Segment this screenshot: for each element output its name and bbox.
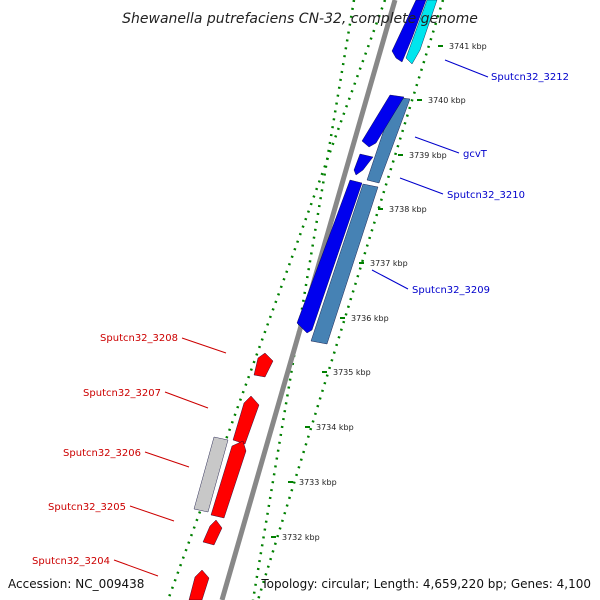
gene-leader-line	[414, 136, 460, 154]
map-title: Shewanella putrefaciens CN-32, complete …	[122, 11, 478, 27]
gene-leader-line	[399, 177, 444, 195]
kbp-tick-label: 3741 kbp	[449, 42, 487, 51]
blue-gene-shape[interactable]	[391, 0, 427, 63]
kbp-tick-label: 3736 kbp	[351, 314, 389, 323]
red-gene-shape[interactable]	[232, 395, 260, 445]
gene-label[interactable]: Sputcn32_3209	[412, 285, 490, 296]
kbp-tick-label: 3735 kbp	[333, 368, 371, 377]
kbp-tick-label: 3733 kbp	[299, 478, 337, 487]
kbp-tick-label: 3737 kbp	[370, 259, 408, 268]
gene-leader-line	[371, 269, 409, 290]
gene-label[interactable]: Sputcn32_3210	[447, 190, 525, 201]
kbp-tick-label: 3740 kbp	[428, 96, 466, 105]
gene-label[interactable]: Sputcn32_3204	[32, 556, 110, 567]
gene-label[interactable]: gcvT	[463, 149, 488, 160]
blue-gene-shape[interactable]	[353, 153, 374, 176]
topology-text: Topology: circular; Length: 4,659,220 bp…	[260, 577, 591, 591]
gene-leader-line	[113, 559, 159, 577]
red-gene-shape[interactable]	[210, 440, 247, 519]
gene-shapes	[188, 0, 438, 600]
gene-label[interactable]: Sputcn32_3208	[100, 333, 178, 344]
gene-leader-lines	[113, 59, 489, 577]
blue-gene-shape[interactable]	[296, 179, 363, 334]
gene-label[interactable]: Sputcn32_3206	[63, 448, 141, 459]
gene-leader-line	[164, 391, 209, 409]
kbp-tick-label: 3732 kbp	[282, 533, 320, 542]
kbp-tick-label: 3739 kbp	[409, 151, 447, 160]
kbp-tick-label: 3738 kbp	[389, 205, 427, 214]
cyan-gene-shape[interactable]	[405, 0, 438, 65]
red-gene-shape[interactable]	[253, 352, 274, 378]
outer-tick-track	[251, 0, 356, 600]
blue-gene-shape[interactable]	[361, 94, 405, 148]
gene-labels: Sputcn32_3212 gcvT Sputcn32_3210 Sputcn32_3…	[32, 72, 569, 567]
gene-leader-line	[444, 59, 489, 78]
accession-text: Accession: NC_009438	[8, 577, 144, 591]
steel-gene-shape[interactable]	[310, 183, 379, 345]
gene-leader-line	[144, 451, 190, 468]
gene-label[interactable]: Sputcn32_3212	[491, 72, 569, 83]
gray-gene-shape[interactable]	[193, 436, 229, 513]
red-gene-shape[interactable]	[202, 519, 223, 546]
steel-gene-shape[interactable]	[366, 96, 411, 184]
gene-leader-line	[129, 505, 175, 522]
kbp-scale: 3732 kbp 3733 kbp 3734 kbp 3735 kbp 3736 kbp…	[271, 42, 487, 542]
red-gene-shape[interactable]	[188, 569, 210, 600]
inner-tick-track	[256, 0, 445, 600]
gene-label[interactable]: Sputcn32_3207	[83, 388, 161, 399]
kbp-tick-label: 3734 kbp	[316, 423, 354, 432]
gene-leader-line	[181, 337, 227, 354]
gene-label[interactable]: Sputcn32_3205	[48, 502, 126, 513]
